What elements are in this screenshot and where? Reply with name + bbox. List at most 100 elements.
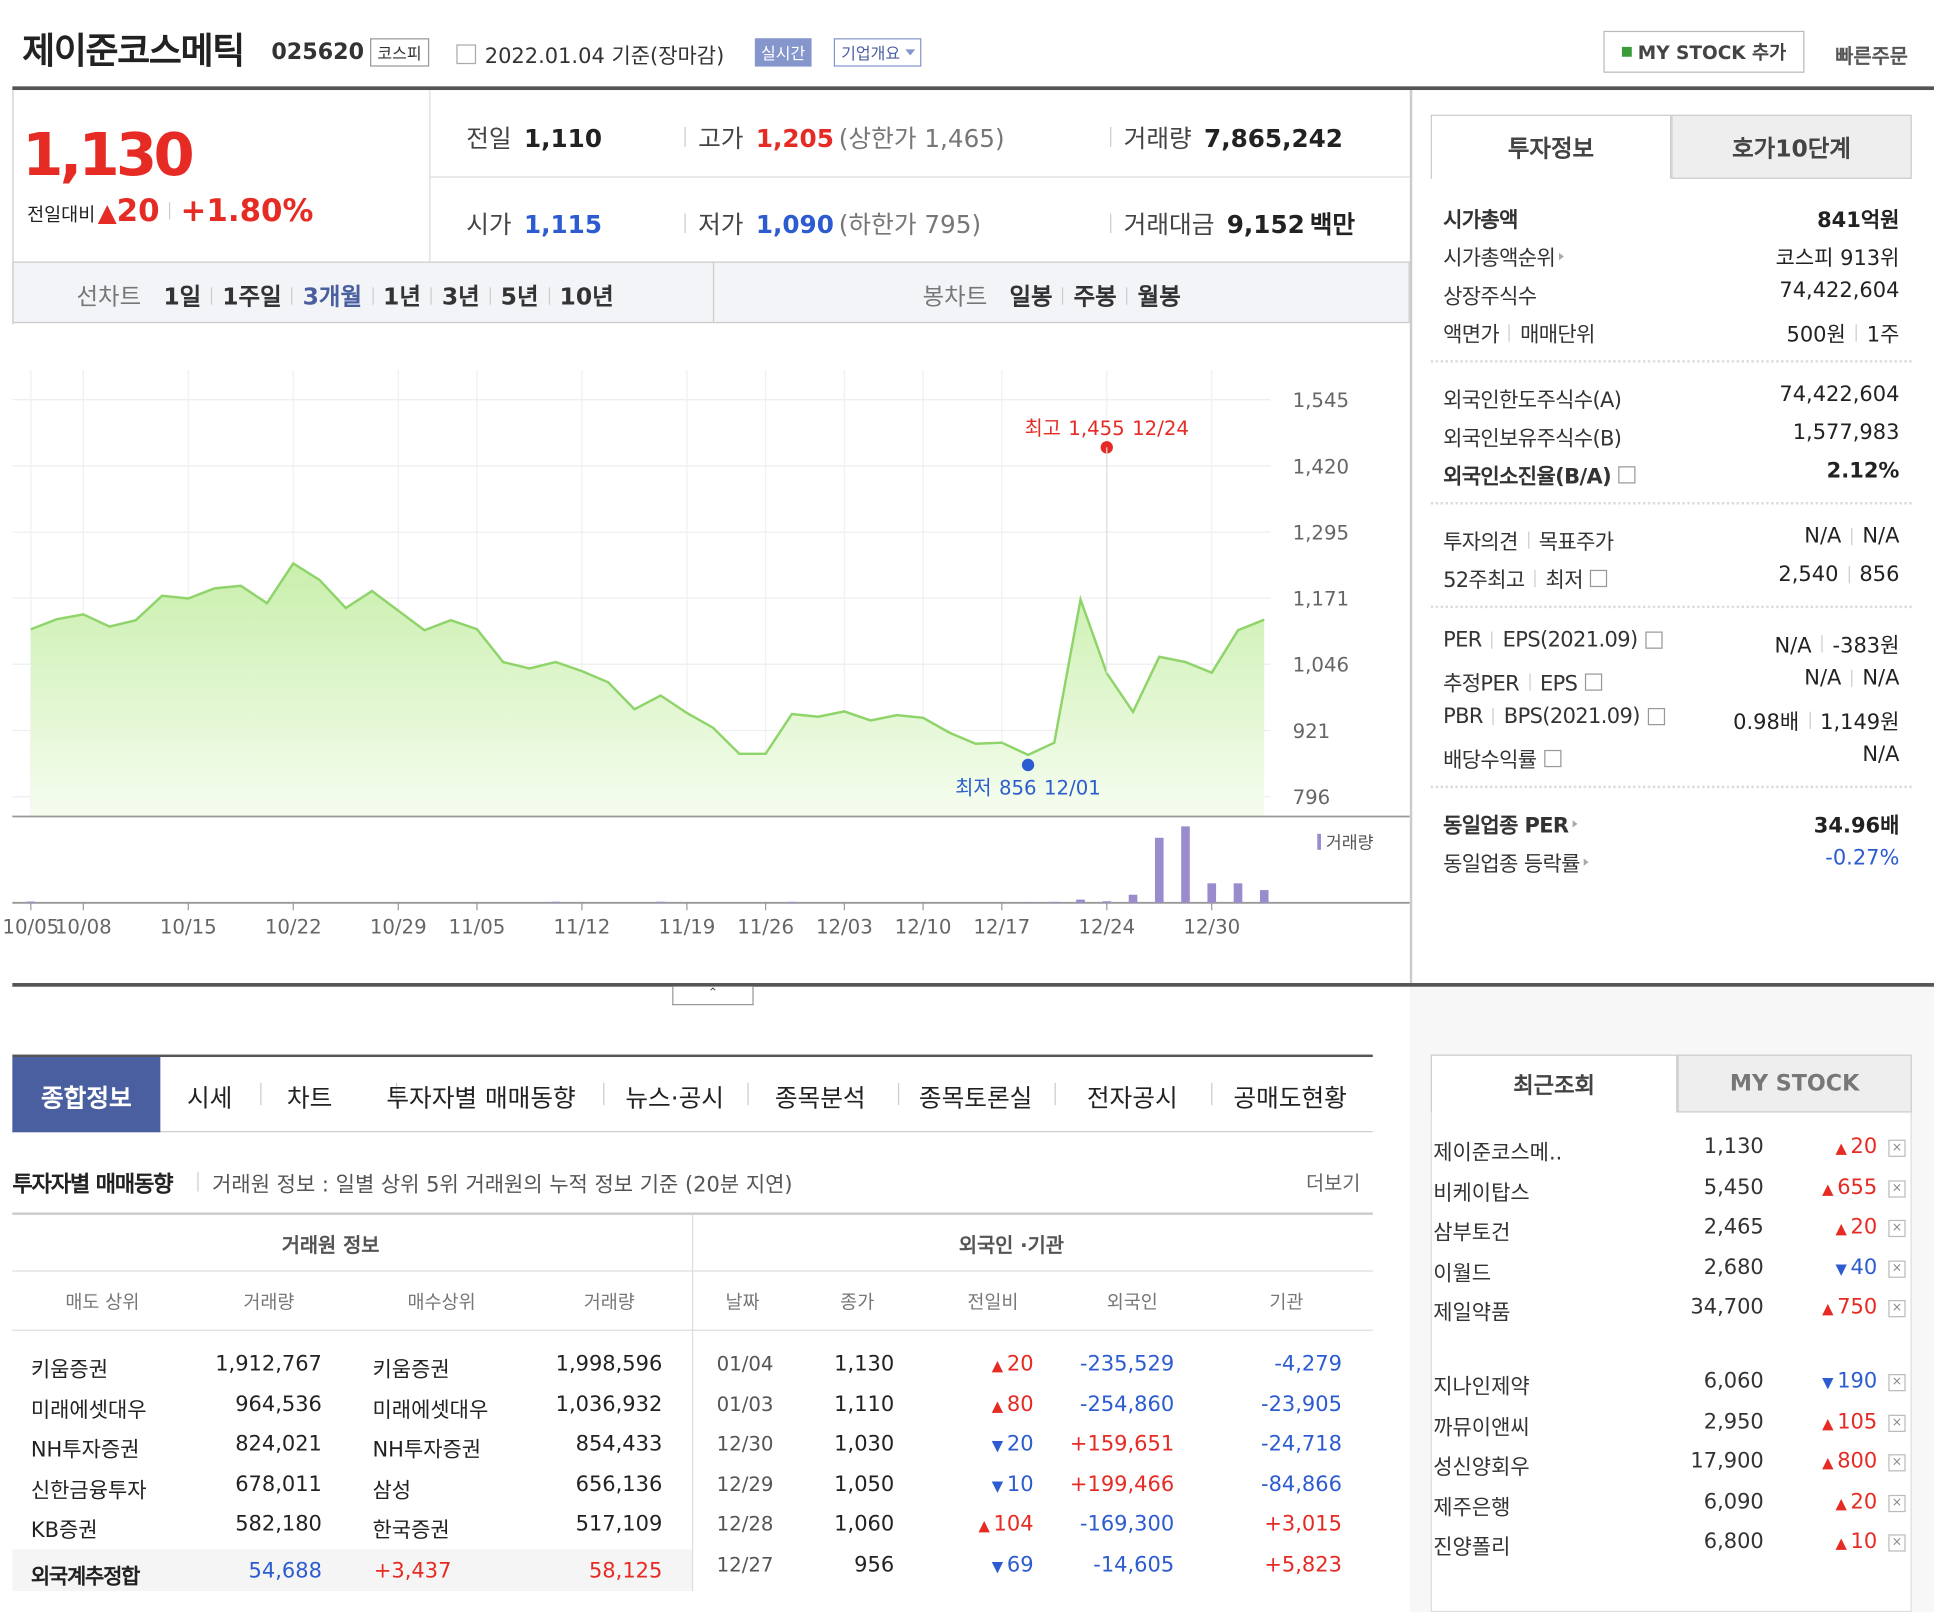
chart-tab-bar: [12, 261, 1410, 324]
recent-change: ▲ 10: [1835, 1529, 1877, 1554]
remove-icon[interactable]: ×: [1888, 1374, 1906, 1392]
info-value: 34.96배: [1814, 808, 1900, 839]
info-label: 상장주식수: [1443, 279, 1537, 310]
more-link[interactable]: 더보기: [1305, 1171, 1361, 1196]
remove-icon[interactable]: ×: [1888, 1454, 1906, 1472]
period-tab[interactable]: 1년: [383, 283, 421, 311]
remove-icon[interactable]: ×: [1888, 1300, 1906, 1318]
summary-value: 1,110: [523, 123, 602, 153]
plus-icon: [1621, 46, 1632, 57]
info-value: 코스피 913위: [1776, 241, 1900, 272]
period-tab[interactable]: 3개월: [302, 283, 363, 311]
candle-tab[interactable]: 일봉: [1009, 283, 1053, 311]
recent-name[interactable]: 진양폴리: [1433, 1535, 1511, 1561]
separator: [1062, 286, 1064, 305]
annotation-part: 1,455: [1068, 417, 1124, 440]
recent-name[interactable]: 성신양회우: [1433, 1455, 1530, 1481]
my-stock-button[interactable]: MY STOCK 추가: [1603, 30, 1805, 73]
collapse-toggle[interactable]: ⌃: [672, 986, 754, 1006]
value-part: 2.12%: [1826, 458, 1900, 484]
label-part: PBR: [1443, 704, 1483, 729]
remove-icon[interactable]: ×: [1888, 1414, 1906, 1432]
change-cell: ▲ 20: [992, 1352, 1034, 1377]
remove-icon[interactable]: ×: [1888, 1219, 1906, 1238]
info-label: 추정PER EPS: [1443, 666, 1603, 697]
value-part: -0.27%: [1825, 846, 1900, 871]
recent-name[interactable]: 삼부토건: [1433, 1221, 1511, 1246]
summary-label: 고가: [698, 123, 744, 153]
period-tab[interactable]: 5년: [500, 283, 539, 311]
recent-name[interactable]: 비케이탑스: [1433, 1180, 1530, 1206]
nav-tab[interactable]: 차트: [286, 1082, 333, 1113]
nav-tab[interactable]: 공매도현황: [1233, 1082, 1347, 1113]
realtime-badge[interactable]: 실시간: [754, 38, 812, 67]
candle-tab[interactable]: 월봉: [1137, 283, 1181, 311]
candle-tab[interactable]: 주봉: [1073, 283, 1117, 311]
recent-name[interactable]: 제일약품: [1433, 1301, 1511, 1326]
help-icon: [1644, 631, 1663, 649]
change-arrow: ▲: [991, 1396, 1004, 1415]
broker-cell: 678,011: [235, 1472, 322, 1497]
summary-item: 고가 1,205 (상한가 1,465): [684, 118, 1005, 154]
info-tab[interactable]: 호가10단계: [1671, 114, 1912, 179]
info-value: 2.12%: [1827, 459, 1900, 484]
recent-name[interactable]: 지나인제약: [1433, 1375, 1530, 1400]
nav-tab[interactable]: 종목토론실: [918, 1082, 1033, 1113]
annotation: 최고 1,455 12/24: [1025, 417, 1189, 440]
remove-icon[interactable]: ×: [1888, 1139, 1906, 1157]
recent-name[interactable]: 이월드: [1433, 1261, 1492, 1286]
recent-name[interactable]: 까뮤이앤씨: [1433, 1415, 1530, 1440]
remove-icon[interactable]: ×: [1888, 1259, 1906, 1278]
recent-change: ▲ 20: [1835, 1135, 1877, 1160]
separator: [1110, 212, 1112, 233]
label-part: 상장주식수: [1443, 284, 1537, 310]
nav-tab[interactable]: 종합정보: [40, 1082, 132, 1113]
nav-tab[interactable]: 종목분석: [774, 1082, 866, 1113]
remove-icon[interactable]: ×: [1888, 1494, 1906, 1512]
info-tab[interactable]: 투자정보: [1430, 114, 1672, 179]
value-part: N/A: [1862, 666, 1900, 691]
broker-cell: 854,433: [575, 1431, 663, 1457]
change-arrow: ▼: [1822, 1374, 1834, 1392]
value-part: 1,577,983: [1792, 420, 1900, 446]
x-tick-label: 11/05: [449, 916, 506, 939]
nav-tab[interactable]: 투자자별 매매동향: [386, 1082, 576, 1113]
label-part: EPS: [1540, 672, 1578, 697]
value-part: N/A: [1804, 666, 1842, 691]
separator: [1848, 566, 1850, 584]
recent-change: ▲ 20: [1835, 1489, 1877, 1514]
remove-icon[interactable]: ×: [1888, 1179, 1906, 1198]
nav-tab[interactable]: 뉴스·공시: [625, 1082, 724, 1113]
broker-cell: KB증권: [30, 1518, 98, 1543]
company-badge[interactable]: 기업개요: [833, 38, 922, 67]
recent-price: 1,130: [1703, 1134, 1764, 1160]
period-tab[interactable]: 3년: [441, 283, 480, 311]
nav-tab[interactable]: 전자공시: [1086, 1082, 1178, 1113]
nav-tab[interactable]: 시세: [186, 1082, 233, 1113]
remove-icon[interactable]: ×: [1888, 1534, 1906, 1552]
recent-tab[interactable]: 최근조회: [1430, 1054, 1678, 1113]
label-part: 추정PER: [1443, 672, 1520, 697]
change-arrow: ▼: [991, 1436, 1004, 1455]
volume-bar: [1128, 894, 1138, 903]
quick-order[interactable]: 빠른주문: [1835, 44, 1908, 68]
period-tab[interactable]: 10년: [559, 283, 614, 311]
change-arrow: ▲: [1822, 1454, 1834, 1472]
recent-tab[interactable]: MY STOCK: [1677, 1054, 1912, 1113]
volume-bar: [26, 901, 36, 903]
volume-bar: [656, 901, 665, 903]
change-value: 20: [1006, 1351, 1034, 1377]
value-part: 74,422,604: [1779, 382, 1900, 408]
recent-name[interactable]: 제주은행: [1433, 1495, 1511, 1521]
price-line: [30, 561, 1265, 757]
recent-name[interactable]: 제이준코스메..: [1433, 1140, 1563, 1166]
value-part: 841억원: [1817, 208, 1900, 234]
change-cell: ▲ 80: [992, 1392, 1034, 1417]
period-tab[interactable]: 1일: [163, 283, 202, 311]
recent-change: ▼ 40: [1835, 1255, 1877, 1280]
change-value: 20: [1850, 1134, 1878, 1160]
x-tick-label: 12/24: [1078, 916, 1135, 939]
value-part: N/A: [1862, 742, 1900, 768]
change-arrow: ▲: [1822, 1300, 1834, 1318]
period-tab[interactable]: 1주일: [222, 283, 282, 311]
